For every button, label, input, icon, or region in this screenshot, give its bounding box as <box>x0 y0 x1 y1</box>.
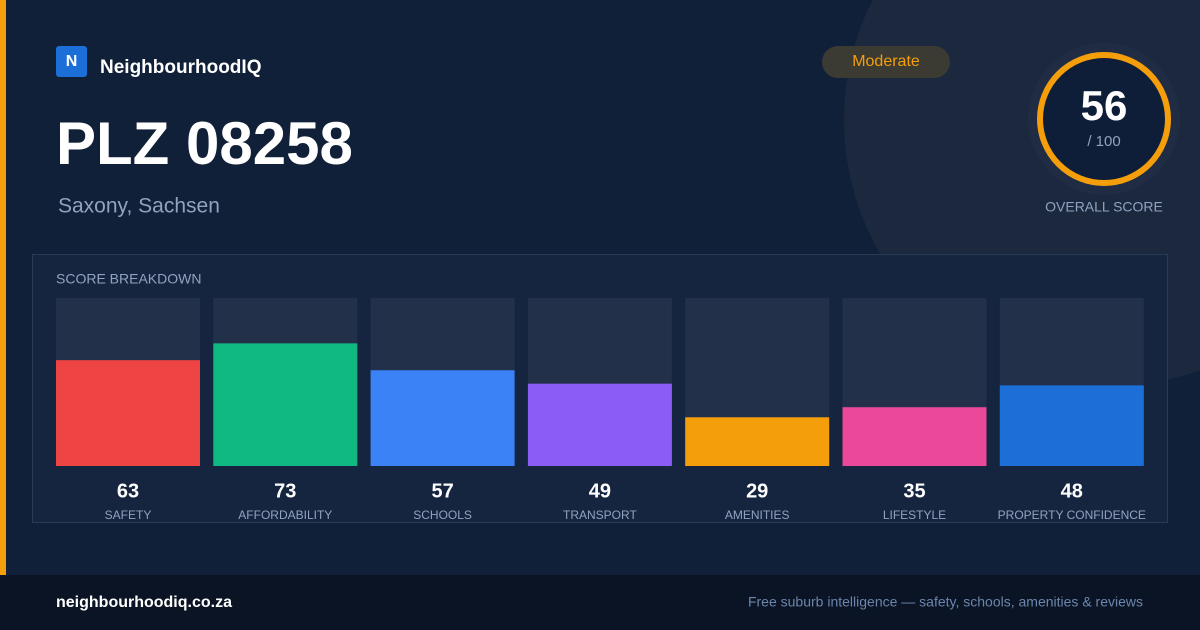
category-label: LIFESTYLE <box>883 508 946 522</box>
bar <box>213 343 358 466</box>
bar <box>370 370 515 466</box>
subtitle: Saxony, Sachsen <box>58 195 220 218</box>
value-label: 49 <box>589 480 611 502</box>
footer-domain: neighbourhoodiq.co.za <box>56 594 232 611</box>
bar <box>56 360 200 466</box>
badge <box>822 46 950 78</box>
bar <box>685 417 830 466</box>
logo-letter: N <box>66 53 78 70</box>
score-value: 56 <box>1081 82 1128 129</box>
brand-name: NeighbourhoodIQ <box>100 57 261 78</box>
score-caption: OVERALL SCORE <box>1045 199 1163 215</box>
bar <box>527 383 672 466</box>
badge-text: Moderate <box>852 53 920 70</box>
bar <box>999 385 1144 466</box>
value-label: 63 <box>117 480 139 502</box>
value-label: 29 <box>746 480 768 502</box>
logo-box <box>56 46 87 77</box>
bars: 63 SAFETY 73 AFFORDABILITY 57 SCHOOLS 49 TRANSP… <box>56 298 1146 522</box>
bar <box>842 407 987 466</box>
footer <box>0 575 1200 630</box>
value-label: 48 <box>1061 480 1083 502</box>
chart-title: SCORE BREAKDOWN <box>56 271 201 287</box>
footer-tagline: Free suburb intelligence — safety, schoo… <box>748 594 1143 610</box>
value-label: 35 <box>903 480 925 502</box>
title: PLZ 08258 <box>56 110 353 177</box>
value-label: 57 <box>431 480 453 502</box>
gauge-ring <box>1037 52 1171 186</box>
category-label: AMENITIES <box>725 508 790 522</box>
category-label: SCHOOLS <box>413 508 472 522</box>
accent-stripe <box>0 0 6 575</box>
category-label: TRANSPORT <box>563 508 637 522</box>
category-label: SAFETY <box>105 508 152 522</box>
value-label: 73 <box>274 480 296 502</box>
score-scale: / 100 <box>1087 133 1120 150</box>
category-label: PROPERTY CONFIDENCE <box>998 508 1146 522</box>
category-label: AFFORDABILITY <box>238 508 332 522</box>
